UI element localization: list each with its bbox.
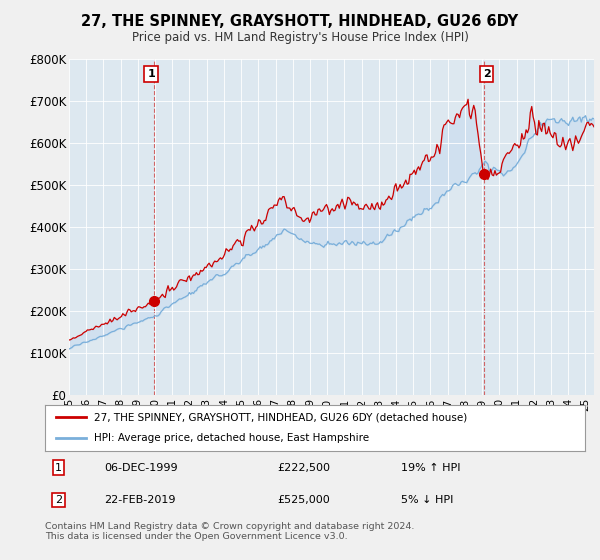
Text: 19% ↑ HPI: 19% ↑ HPI <box>401 463 461 473</box>
Text: £525,000: £525,000 <box>277 495 330 505</box>
Text: £222,500: £222,500 <box>277 463 330 473</box>
Text: 1: 1 <box>147 69 155 79</box>
Text: 1: 1 <box>55 463 62 473</box>
Text: 2: 2 <box>55 495 62 505</box>
Text: Contains HM Land Registry data © Crown copyright and database right 2024.
This d: Contains HM Land Registry data © Crown c… <box>45 522 415 542</box>
Text: 22-FEB-2019: 22-FEB-2019 <box>104 495 176 505</box>
Text: Price paid vs. HM Land Registry's House Price Index (HPI): Price paid vs. HM Land Registry's House … <box>131 31 469 44</box>
Text: 27, THE SPINNEY, GRAYSHOTT, HINDHEAD, GU26 6DY (detached house): 27, THE SPINNEY, GRAYSHOTT, HINDHEAD, GU… <box>94 412 467 422</box>
Text: 27, THE SPINNEY, GRAYSHOTT, HINDHEAD, GU26 6DY: 27, THE SPINNEY, GRAYSHOTT, HINDHEAD, GU… <box>82 14 518 29</box>
Text: HPI: Average price, detached house, East Hampshire: HPI: Average price, detached house, East… <box>94 433 369 444</box>
Text: 5% ↓ HPI: 5% ↓ HPI <box>401 495 454 505</box>
Text: 2: 2 <box>483 69 491 79</box>
Text: 06-DEC-1999: 06-DEC-1999 <box>104 463 178 473</box>
